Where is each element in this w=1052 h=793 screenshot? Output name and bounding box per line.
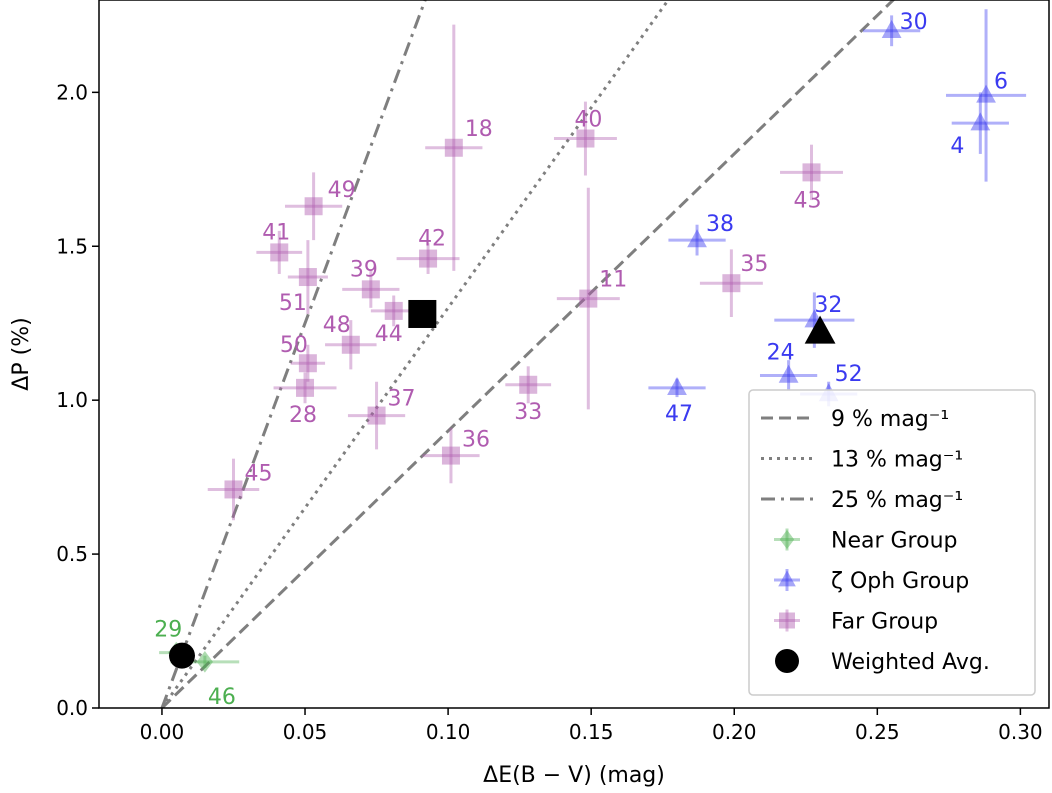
point-label: 45 xyxy=(244,461,272,486)
y-tick-label: 0.5 xyxy=(56,542,88,566)
legend-entry: Weighted Avg. xyxy=(831,650,990,675)
data-point xyxy=(384,301,403,320)
y-tick-label: 1.0 xyxy=(56,388,88,412)
plot-frame xyxy=(98,0,1050,709)
data-point xyxy=(341,335,360,354)
weighted-avg-square xyxy=(408,299,437,328)
point-label: 46 xyxy=(208,685,236,710)
data-point xyxy=(881,19,902,38)
weighted-avg-circle xyxy=(168,642,195,669)
fit-line-dotted xyxy=(160,0,671,708)
data-points xyxy=(159,9,1027,673)
point-label: 33 xyxy=(514,400,542,425)
x-tick-label: 0.30 xyxy=(998,720,1043,744)
point-label: 37 xyxy=(388,387,416,412)
data-point xyxy=(298,268,317,287)
y-tick-label: 0.0 xyxy=(56,696,88,720)
data-point xyxy=(367,406,386,425)
data-point xyxy=(576,129,595,148)
point-label: 35 xyxy=(740,252,768,277)
point-label: 24 xyxy=(767,341,795,366)
legend-marker xyxy=(779,612,795,629)
data-point xyxy=(970,112,991,131)
point-label: 11 xyxy=(599,268,627,293)
fit-lines xyxy=(160,0,896,708)
legend-entry: Near Group xyxy=(831,529,958,554)
data-point xyxy=(976,84,996,103)
data-point xyxy=(270,243,289,262)
x-tick-label: 0.20 xyxy=(712,720,757,744)
data-point xyxy=(298,354,317,373)
data-point xyxy=(441,446,460,465)
fit-line-dashed xyxy=(160,0,896,708)
data-point xyxy=(722,274,741,293)
point-label: 52 xyxy=(835,362,863,387)
data-point xyxy=(444,138,463,157)
point-label: 38 xyxy=(706,212,734,237)
y-axis-label: ΔP (%) xyxy=(9,317,34,390)
data-point xyxy=(778,364,799,383)
legend-entry: ζ Oph Group xyxy=(831,569,969,594)
point-labels: 29 46 30 6 4 38 32 24 52 47 18 40 43 49 41 51 42 39 44 11 35… xyxy=(154,10,1008,710)
point-label: 4 xyxy=(950,134,964,159)
data-point xyxy=(296,378,315,397)
legend-marker xyxy=(778,570,796,587)
data-point xyxy=(361,280,380,299)
legend-entry: 13 % mag⁻¹ xyxy=(831,448,963,473)
point-label: 30 xyxy=(900,10,928,35)
point-label: 43 xyxy=(794,188,822,213)
x-axis-label: ΔE(B − V) (mag) xyxy=(483,763,665,788)
point-label: 6 xyxy=(994,69,1008,94)
data-point xyxy=(687,229,707,248)
legend: 9 % mag⁻¹ 13 % mag⁻¹ 25 % mag⁻¹ Near Group ζ… xyxy=(748,389,1036,696)
x-tick-label: 0.25 xyxy=(855,720,900,744)
point-label: 51 xyxy=(279,291,307,316)
data-point xyxy=(667,377,687,396)
point-label: 44 xyxy=(375,322,403,347)
point-label: 32 xyxy=(814,293,842,318)
legend-entry: 9 % mag⁻¹ xyxy=(831,407,949,432)
point-label: 41 xyxy=(262,220,290,245)
point-label: 39 xyxy=(350,257,378,282)
legend-frame xyxy=(748,389,1036,696)
data-point xyxy=(802,163,821,182)
x-tick-label: 0.00 xyxy=(140,720,185,744)
legend-marker xyxy=(779,529,795,550)
data-point xyxy=(519,375,538,394)
point-label: 42 xyxy=(418,227,446,252)
data-point xyxy=(419,249,438,268)
weighted-avg-triangle xyxy=(804,315,836,344)
point-label: 28 xyxy=(289,403,317,428)
data-point xyxy=(579,289,598,308)
y-tick-label: 1.5 xyxy=(56,234,88,258)
y-axis: 0.0 0.5 1.0 1.5 2.0 xyxy=(56,80,99,720)
legend-avg-marker xyxy=(775,649,799,673)
legend-entry: Far Group xyxy=(831,610,938,635)
point-label: 49 xyxy=(328,178,356,203)
point-label: 47 xyxy=(665,402,693,427)
data-point xyxy=(196,651,213,673)
x-tick-label: 0.15 xyxy=(569,720,614,744)
point-label: 18 xyxy=(465,117,493,142)
legend-entry: 25 % mag⁻¹ xyxy=(831,488,963,513)
data-point xyxy=(224,480,243,499)
data-point xyxy=(304,197,323,216)
point-label: 29 xyxy=(154,618,182,643)
point-label: 48 xyxy=(323,313,351,338)
x-axis: 0.00 0.05 0.10 0.15 0.20 0.25 0.30 xyxy=(140,708,1043,744)
point-label: 50 xyxy=(280,333,308,358)
y-tick-label: 2.0 xyxy=(56,80,88,104)
point-label: 40 xyxy=(574,108,602,133)
point-label: 36 xyxy=(462,428,490,453)
x-tick-label: 0.05 xyxy=(283,720,328,744)
x-tick-label: 0.10 xyxy=(426,720,471,744)
